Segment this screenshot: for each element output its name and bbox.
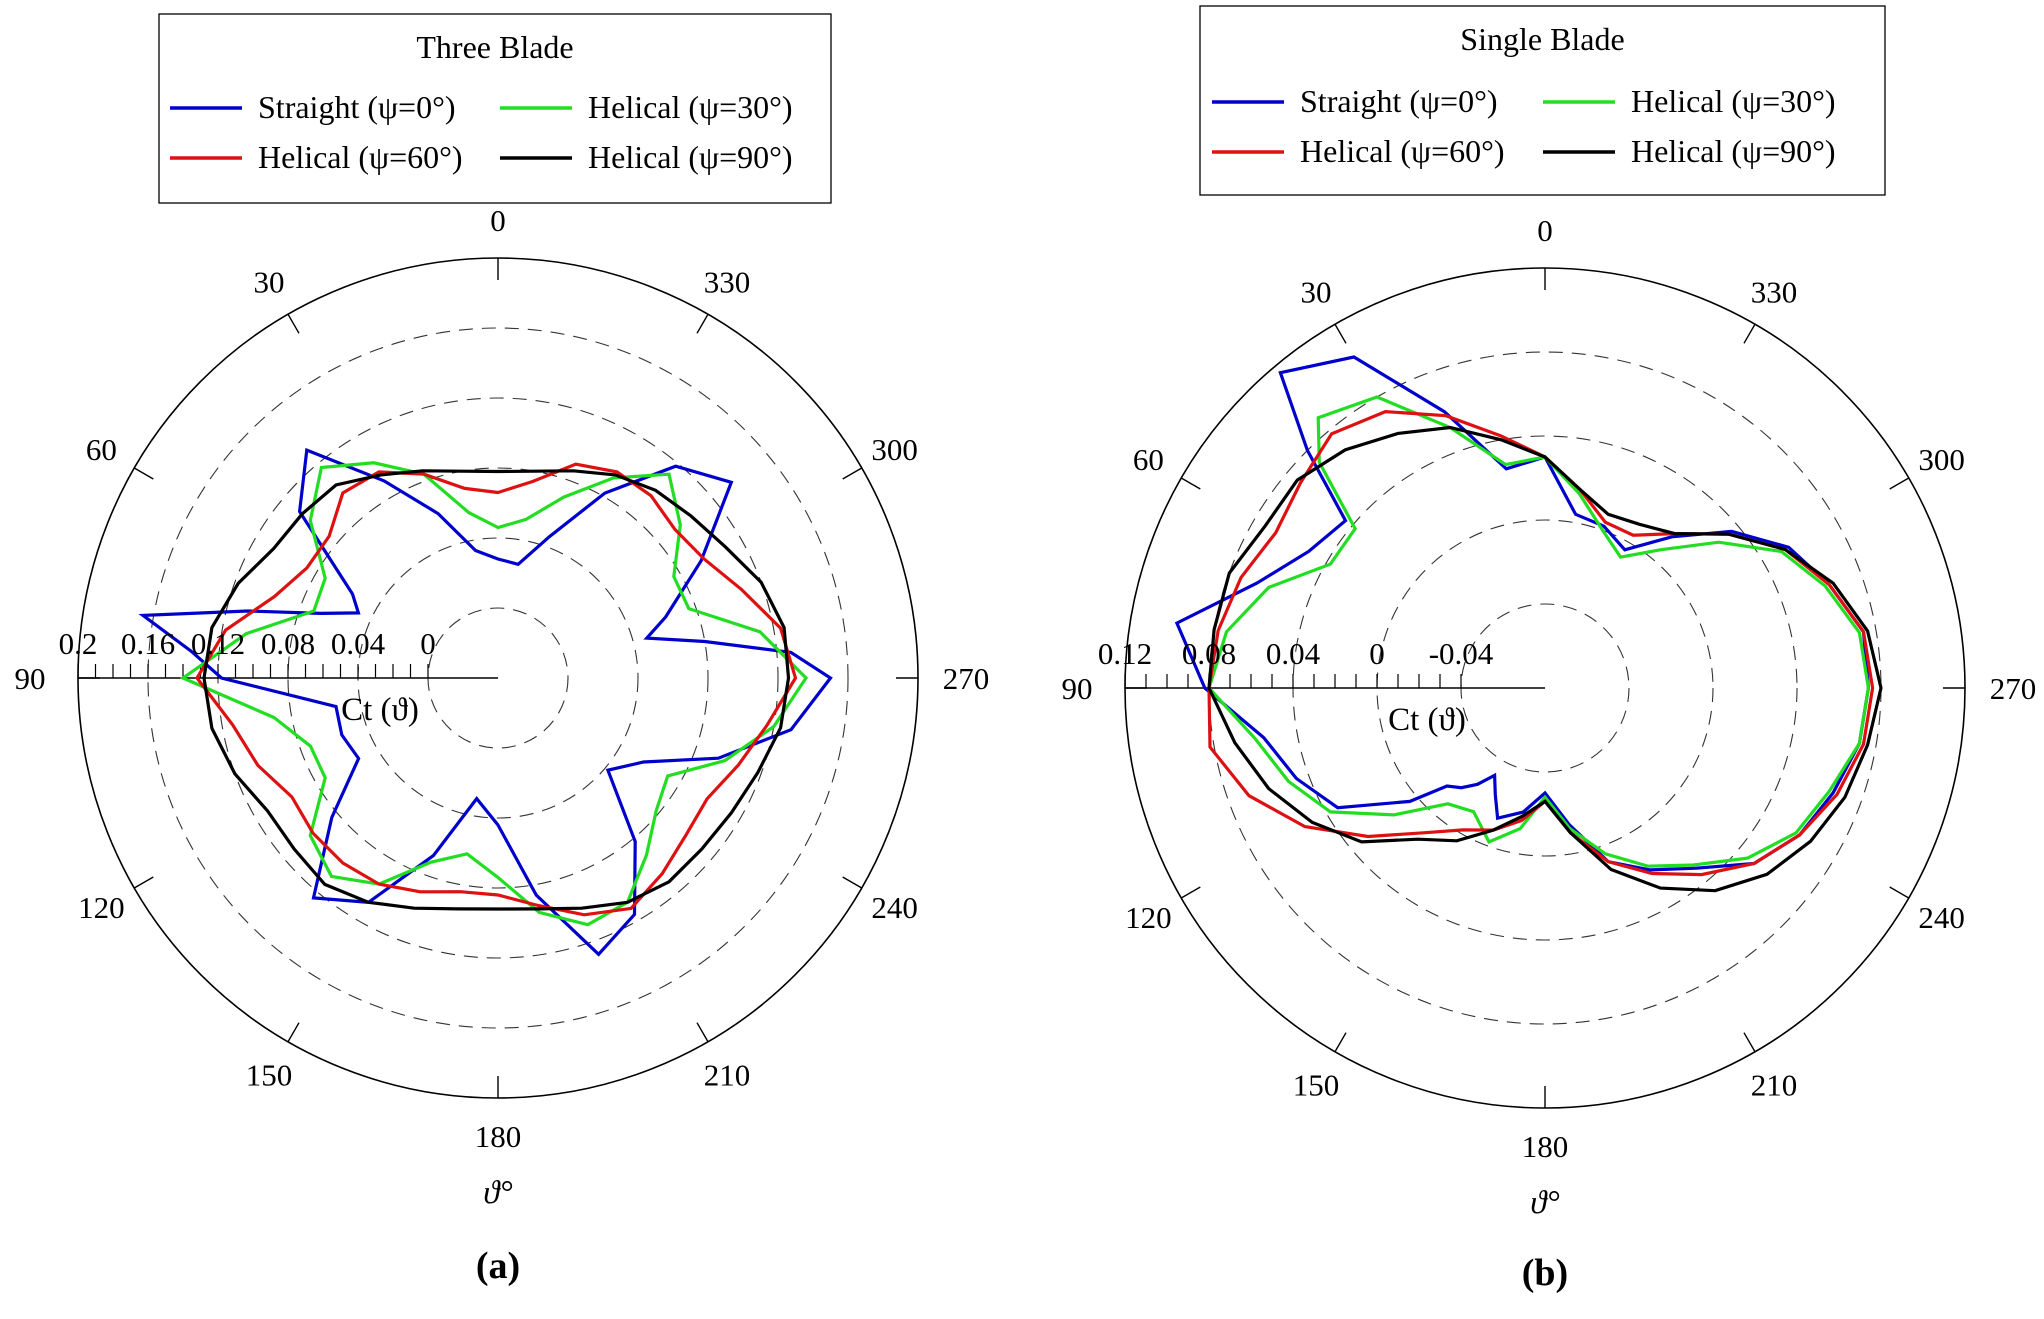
legend-box bbox=[158, 13, 832, 204]
angle-tick-label: 90 bbox=[1062, 671, 1093, 706]
legend-entry-1: Helical (ψ=30°) bbox=[1631, 83, 1836, 119]
angle-tick bbox=[287, 313, 300, 334]
angle-tick bbox=[1889, 886, 1910, 899]
series-line-3 bbox=[202, 469, 791, 911]
legend-box bbox=[1199, 5, 1886, 196]
angle-tick-label: 150 bbox=[1293, 1068, 1340, 1103]
angle-tick-label: 60 bbox=[86, 432, 117, 467]
radial-tick-label: 0 bbox=[1369, 636, 1385, 671]
angle-tick bbox=[1889, 477, 1910, 490]
angle-tick-label: 300 bbox=[1918, 442, 1965, 477]
angle-tick-label: 90 bbox=[15, 661, 46, 696]
radial-axis-label: Ct (ϑ) bbox=[1388, 702, 1466, 738]
legend-entry-2: Helical (ψ=60°) bbox=[258, 139, 463, 175]
angle-tick bbox=[842, 467, 863, 480]
legend-entry-0: Straight (ψ=0°) bbox=[1300, 83, 1498, 119]
radial-axis-label: Ct (ϑ) bbox=[341, 692, 419, 728]
angle-tick bbox=[133, 876, 154, 889]
radial-tick-label: 0.16 bbox=[121, 626, 175, 661]
angle-tick-label: 60 bbox=[1133, 442, 1164, 477]
panel-a-grid bbox=[77, 257, 919, 1099]
angle-tick-label: 270 bbox=[1990, 671, 2037, 706]
angle-tick-label: 0 bbox=[490, 203, 506, 238]
radial-tick-label: 0 bbox=[420, 626, 436, 661]
legend-entry-1: Helical (ψ=30°) bbox=[588, 89, 793, 125]
series-line-1 bbox=[179, 461, 809, 927]
angle-tick-label: 240 bbox=[1918, 900, 1965, 935]
angle-tick-label: 210 bbox=[1751, 1068, 1798, 1103]
panel-b-series bbox=[1174, 355, 1883, 893]
angle-tick bbox=[1334, 1032, 1347, 1053]
angle-tick bbox=[1743, 1032, 1756, 1053]
radial-tick-label: 0.04 bbox=[1266, 636, 1321, 671]
angle-tick-label: 150 bbox=[246, 1058, 293, 1093]
angle-tick bbox=[696, 1022, 709, 1043]
legend-entry-3: Helical (ψ=90°) bbox=[1631, 133, 1836, 169]
angle-tick bbox=[287, 1022, 300, 1043]
radial-tick-label: -0.04 bbox=[1429, 636, 1494, 671]
panel-a-series bbox=[138, 447, 833, 957]
angle-tick bbox=[1180, 477, 1201, 490]
series-line-0 bbox=[138, 447, 833, 957]
radial-tick-label: 0.08 bbox=[261, 626, 315, 661]
angle-tick bbox=[1334, 323, 1347, 344]
panel-a-polar-chart: 0 30 60 90 120 150 180 210 240 270 300 330 0.2 0.16 0.… bbox=[15, 13, 990, 1287]
angle-axis-label: ϑ° bbox=[483, 1175, 512, 1211]
series-line-2 bbox=[195, 462, 798, 917]
legend-title: Three Blade bbox=[416, 29, 573, 65]
grid-circle bbox=[1376, 519, 1714, 857]
angle-tick bbox=[1743, 323, 1756, 344]
series-line-3 bbox=[1207, 425, 1883, 893]
angle-tick-label: 210 bbox=[704, 1058, 751, 1093]
angle-axis-label: ϑ° bbox=[1530, 1185, 1559, 1221]
angle-tick bbox=[696, 313, 709, 334]
angle-tick-label: 300 bbox=[871, 432, 918, 467]
grid-circle bbox=[147, 327, 849, 1029]
radial-tick-label: 0.12 bbox=[1098, 636, 1152, 671]
angle-tick-label: 120 bbox=[1125, 900, 1172, 935]
panel-b-labels: 0 30 60 90 120 150 180 210 240 270 300 330 0.12 0.08 0… bbox=[1062, 213, 2037, 1294]
legend-entry-0: Straight (ψ=0°) bbox=[258, 89, 456, 125]
radial-tick-label: 0.2 bbox=[59, 626, 98, 661]
legend-entry-2: Helical (ψ=60°) bbox=[1300, 133, 1505, 169]
angle-tick-label: 180 bbox=[475, 1119, 522, 1154]
angle-tick-label: 0 bbox=[1537, 213, 1553, 248]
panel-a-labels: 0 30 60 90 120 150 180 210 240 270 300 330 0.2 0.16 0.… bbox=[15, 203, 990, 1287]
angle-tick-label: 120 bbox=[78, 890, 125, 925]
grid-circle bbox=[287, 467, 709, 889]
radial-tick-label: 0.12 bbox=[191, 626, 245, 661]
legend-title: Single Blade bbox=[1460, 21, 1624, 57]
panel-label: (b) bbox=[1522, 1252, 1568, 1294]
radial-tick-label: 0.08 bbox=[1182, 636, 1236, 671]
panel-b-legend: Single Blade Straight (ψ=0°) Helical (ψ=30… bbox=[1199, 5, 1886, 196]
panel-label: (a) bbox=[476, 1245, 520, 1287]
angle-tick-label: 30 bbox=[1301, 274, 1332, 309]
angle-tick bbox=[133, 467, 154, 480]
angle-tick bbox=[1180, 886, 1201, 899]
radial-tick-label: 0.04 bbox=[331, 626, 386, 661]
angle-tick-label: 270 bbox=[943, 661, 990, 696]
series-line-1 bbox=[1207, 395, 1871, 868]
angle-tick bbox=[842, 876, 863, 889]
angle-tick-label: 330 bbox=[1751, 274, 1798, 309]
angle-tick-label: 240 bbox=[871, 890, 918, 925]
legend-entry-3: Helical (ψ=90°) bbox=[588, 139, 793, 175]
angle-tick-label: 330 bbox=[704, 264, 751, 299]
angle-tick-label: 30 bbox=[254, 264, 285, 299]
panel-b-grid bbox=[1124, 267, 1966, 1109]
angle-tick-label: 180 bbox=[1522, 1129, 1569, 1164]
panel-b-polar-chart: 0 30 60 90 120 150 180 210 240 270 300 330 0.12 0.08 0… bbox=[1062, 5, 2037, 1294]
panel-a-legend: Three Blade Straight (ψ=0°) Helical (ψ=30°… bbox=[158, 13, 832, 204]
